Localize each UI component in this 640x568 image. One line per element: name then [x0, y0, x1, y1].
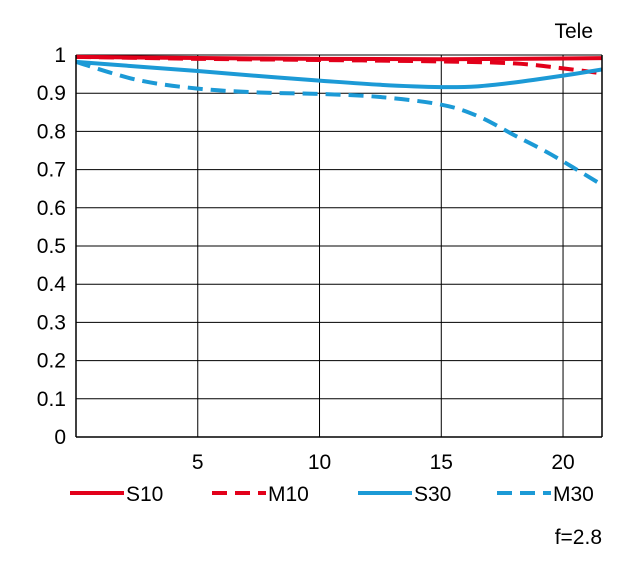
y-tick-label: 0.8 — [37, 120, 66, 143]
series-line-m10 — [76, 54, 602, 76]
x-tick-label: 5 — [192, 451, 204, 474]
y-tick-label: 0.9 — [37, 82, 66, 105]
series-lines — [76, 54, 602, 187]
aperture-note: f=2.8 — [555, 526, 602, 549]
y-tick-label: 0.1 — [37, 388, 66, 411]
y-tick-label: 0.5 — [37, 235, 66, 258]
x-tick-label: 20 — [551, 451, 574, 474]
axes: 00.10.20.30.40.50.60.70.80.915 10 15 20 — [37, 44, 603, 474]
y-tick-label: 1 — [54, 44, 66, 67]
grid — [76, 54, 602, 437]
series-line-s30 — [76, 59, 602, 90]
y-tick-label: 0 — [54, 426, 66, 449]
y-tick-label: 0.3 — [37, 311, 66, 334]
legend-label-m30: M30 — [553, 483, 594, 506]
y-tick-label: 0.2 — [37, 350, 66, 373]
x-tick-label: 15 — [430, 451, 453, 474]
chart-title: Tele — [554, 20, 593, 43]
y-tick-label: 0.6 — [37, 197, 66, 220]
x-tick-label: 10 — [308, 451, 331, 474]
legend-label-s30: S30 — [414, 483, 451, 506]
legend: S10 M10 S30 M30 — [70, 483, 594, 506]
y-tick-label: 0.4 — [37, 273, 67, 296]
legend-label-m10: M10 — [268, 483, 309, 506]
y-tick-label: 0.7 — [37, 159, 66, 182]
legend-label-s10: S10 — [126, 483, 163, 506]
series-line-m30 — [76, 59, 602, 187]
